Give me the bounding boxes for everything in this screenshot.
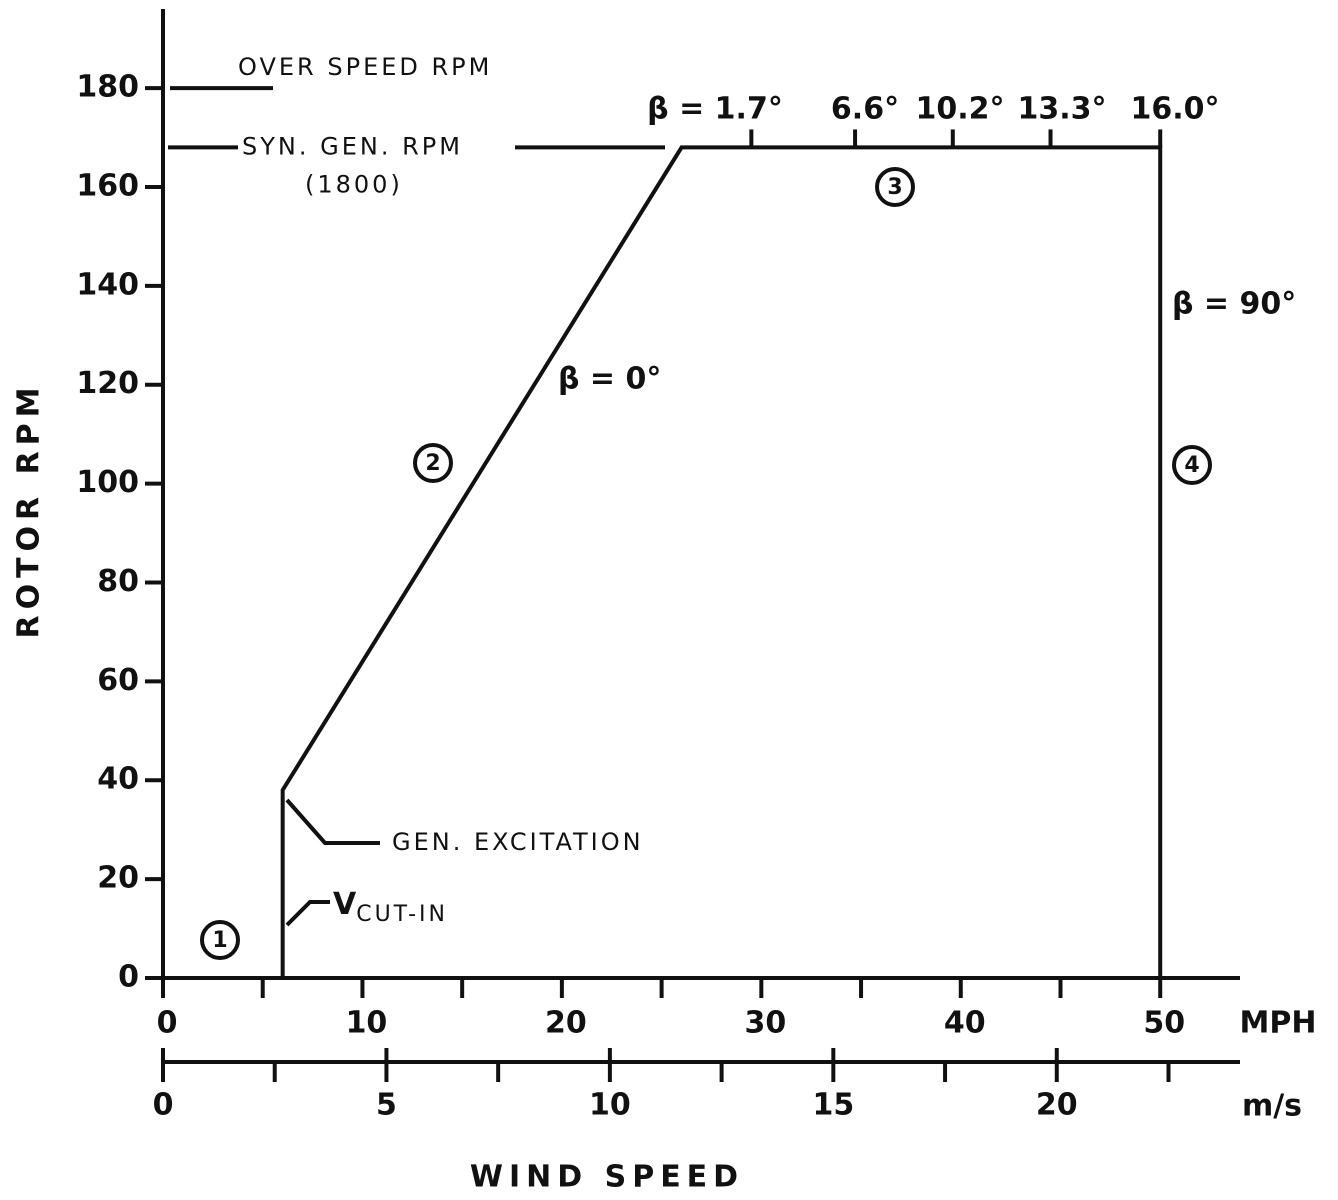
pitch-label: β = 1.7° — [647, 92, 783, 127]
y-tick-label: 160 — [76, 168, 139, 203]
annotation: GEN. EXCITATION — [392, 828, 644, 856]
region-label: 2 — [425, 451, 440, 476]
annotation: β = 90° — [1172, 287, 1296, 322]
x-tick-label: 0 — [157, 1006, 178, 1041]
cut-in-label: VCUT-IN — [333, 887, 448, 928]
x2-unit: m/s — [1242, 1089, 1302, 1124]
x-axis-label: WIND SPEED — [470, 1160, 744, 1195]
y-tick-label: 60 — [97, 663, 139, 698]
cut-in-sub: CUT-IN — [356, 902, 448, 927]
region-label: 4 — [1184, 453, 1199, 478]
pitch-label: 16.0° — [1130, 92, 1219, 127]
x2-tick-label: 20 — [1036, 1088, 1078, 1123]
excitation-arrow — [285, 798, 380, 845]
region-circle — [413, 443, 453, 483]
syn-gen-label: SYN. GEN. RPM — [242, 132, 463, 160]
over-speed-label: OVER SPEED RPM — [238, 53, 492, 81]
x2-tick-label: 15 — [812, 1088, 854, 1123]
region-label: 3 — [887, 175, 902, 200]
pitch-label: 13.3° — [1017, 92, 1106, 127]
rpm-curve — [280, 145, 1163, 978]
region-circle — [200, 920, 240, 960]
y-tick-label: 20 — [97, 861, 139, 896]
pitch-label: 10.2° — [915, 92, 1004, 127]
y-tick-label: 40 — [97, 762, 139, 797]
x-tick-label: 20 — [545, 1006, 587, 1041]
y-tick-label: 100 — [76, 465, 139, 500]
x-tick-label: 40 — [944, 1006, 986, 1041]
y-axis-label: ROTOR RPM — [12, 381, 47, 638]
x2-tick-label: 10 — [589, 1088, 631, 1123]
x-unit: MPH — [1240, 1006, 1317, 1041]
cut-in-main: V — [333, 887, 357, 922]
syn-gen-note: (1800) — [305, 170, 403, 198]
x-tick-label: 50 — [1143, 1006, 1185, 1041]
y-tick-label: 0 — [118, 960, 139, 995]
y-tick-label: 120 — [76, 366, 139, 401]
x2-tick-label: 0 — [153, 1088, 174, 1123]
cutin-arrow — [285, 900, 330, 927]
annotation: β = 0° — [558, 362, 661, 397]
pitch-label: 6.6° — [831, 92, 899, 127]
y-tick-label: 180 — [76, 70, 139, 105]
region-label: 1 — [212, 928, 227, 953]
x-tick-label: 10 — [346, 1006, 388, 1041]
x2-tick-label: 5 — [376, 1088, 397, 1123]
y-tick-label: 80 — [97, 564, 139, 599]
region-circle — [875, 167, 915, 207]
region-circle — [1172, 445, 1212, 485]
y-tick-label: 140 — [76, 267, 139, 302]
x-tick-label: 30 — [744, 1006, 786, 1041]
